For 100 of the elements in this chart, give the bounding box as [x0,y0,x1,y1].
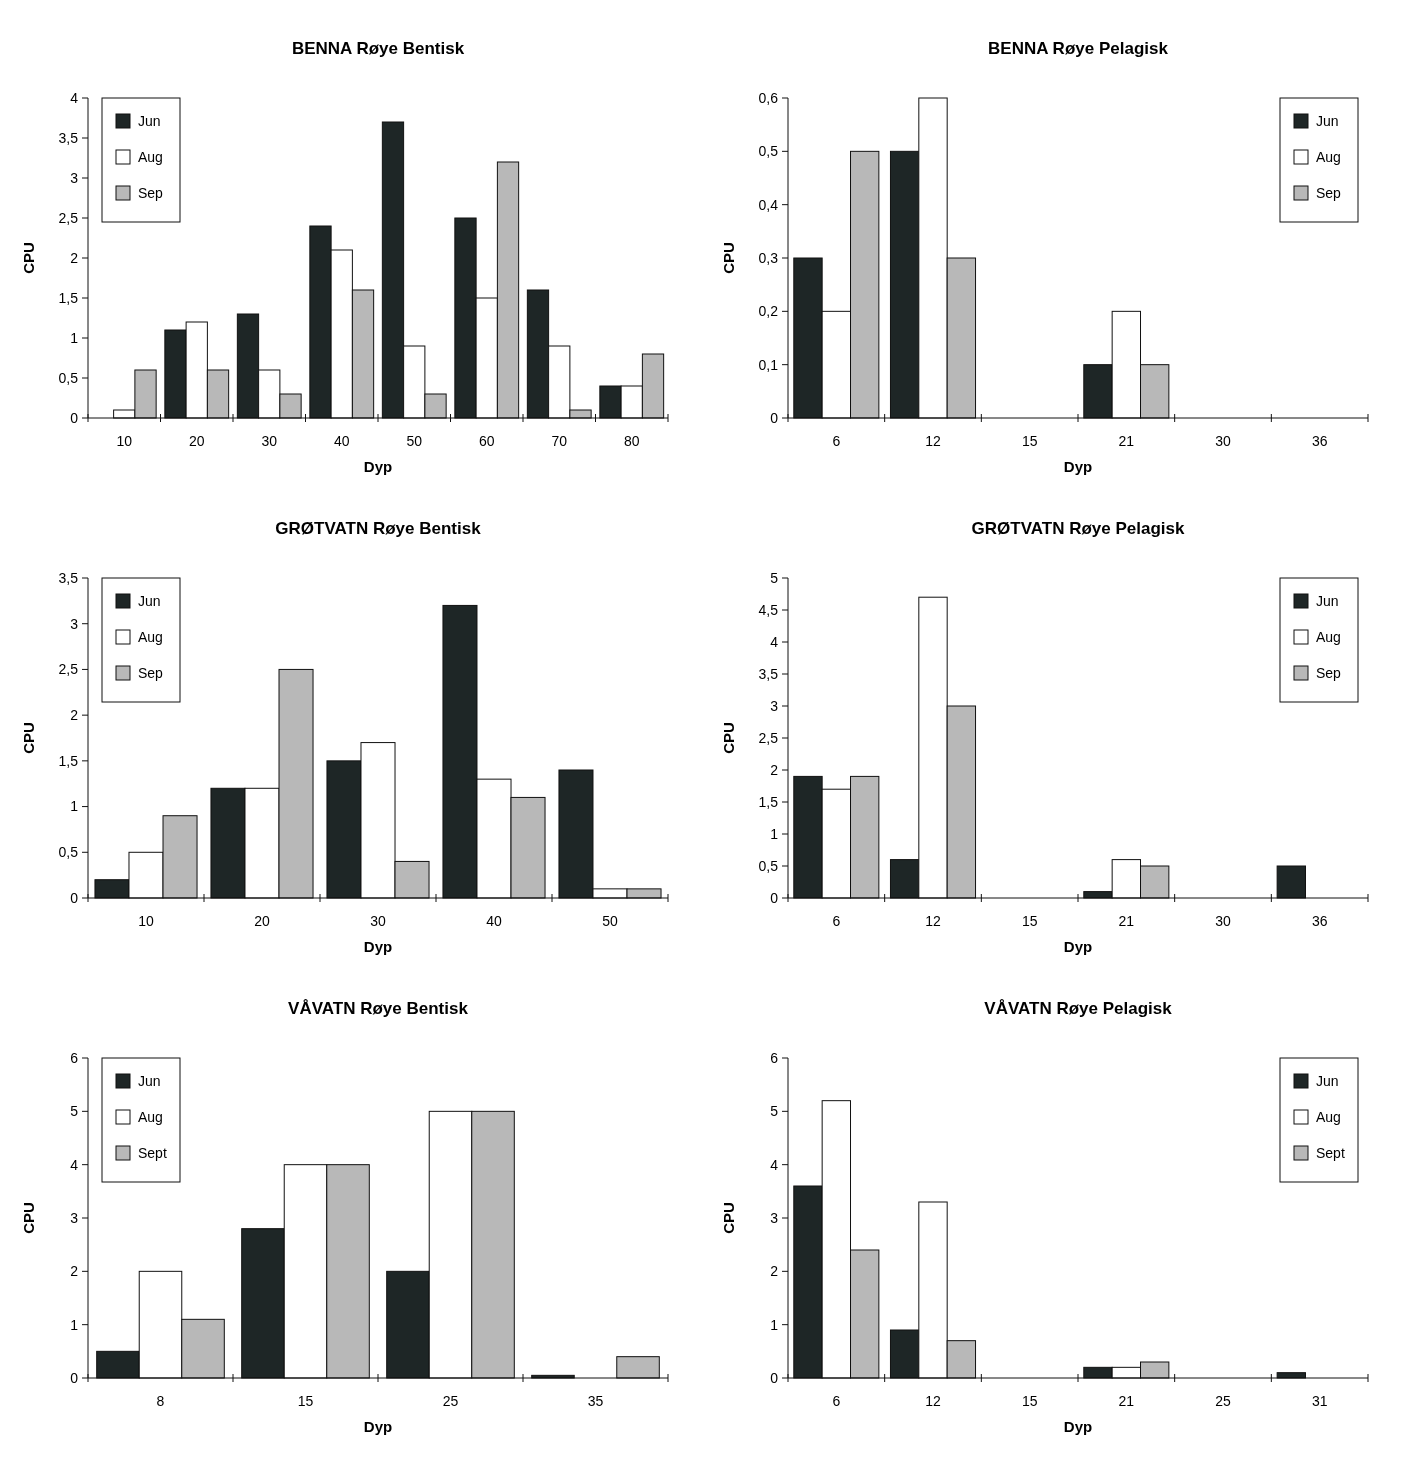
x-tick-label: 15 [1021,1393,1038,1409]
legend-label: Sep [1316,665,1342,681]
y-axis-title: CPU [20,722,37,754]
x-axis-title: Dyp [363,1418,393,1435]
y-axis-title: CPU [720,242,737,274]
x-tick-label: 35 [587,1393,604,1409]
x-tick-label: 21 [1118,913,1135,929]
y-tick-label: 6 [70,1049,79,1066]
x-tick-label: 10 [138,913,154,929]
y-tick-label: 0,5 [758,857,779,874]
y-tick-label: 2,5 [58,661,79,678]
chart-title: BENNA Røye Pelagisk [988,39,1169,58]
y-tick-label: 4 [70,1156,79,1173]
legend-label: Jun [1316,593,1339,609]
y-axis-title: CPU [720,1202,737,1234]
y-tick-label: 0 [770,889,779,906]
x-tick-label: 40 [486,913,502,929]
legend-label: Sept [1316,1145,1345,1161]
y-tick-label: 0 [70,409,79,426]
x-tick-label: 12 [925,433,941,449]
x-axis-title: Dyp [363,458,393,475]
y-tick-label: 1 [770,825,779,842]
y-tick-label: 3,5 [58,129,79,146]
chart-title: BENNA Røye Bentisk [291,39,465,58]
legend-label: Aug [1316,629,1341,645]
y-tick-label: 1,5 [758,793,779,810]
y-tick-label: 1,5 [58,752,79,769]
y-tick-label: 3,5 [58,569,79,586]
y-tick-label: 6 [770,1049,779,1066]
legend-label: Jun [138,593,161,609]
y-tick-label: 0,6 [758,89,779,106]
x-tick-label: 8 [156,1393,165,1409]
legend-label: Aug [1316,1109,1341,1125]
y-tick-label: 1,5 [58,289,79,306]
y-tick-label: 0,4 [758,196,779,213]
y-tick-label: 0 [770,409,779,426]
x-tick-label: 40 [333,433,350,449]
legend-label: Sept [138,1145,167,1161]
legend-label: Sep [1316,185,1342,201]
x-tick-label: 6 [832,433,841,449]
y-tick-label: 1 [70,798,79,815]
y-tick-label: 3 [70,615,79,632]
y-tick-label: 0 [70,889,79,906]
y-tick-label: 3 [70,1209,79,1226]
x-tick-label: 60 [478,433,495,449]
x-tick-label: 50 [406,433,423,449]
y-tick-label: 2 [70,707,79,724]
x-tick-label: 20 [188,433,205,449]
y-tick-label: 3 [770,697,779,714]
x-tick-label: 21 [1118,1393,1135,1409]
legend-label: Jun [138,113,161,129]
y-axis-title: CPU [20,1202,37,1234]
chart-title: GRØTVATN Røye Pelagisk [971,519,1185,538]
y-tick-label: 0,5 [58,844,79,861]
legend-label: Sep [138,665,164,681]
chart-title: VÅVATN Røye Bentisk [288,999,469,1018]
x-tick-label: 25 [1215,1393,1231,1409]
y-axis-title: CPU [720,722,737,754]
chart-title: GRØTVATN Røye Bentisk [275,519,482,538]
legend-label: Aug [138,1109,163,1125]
x-tick-label: 31 [1311,1393,1328,1409]
y-tick-label: 0,3 [758,249,779,266]
x-tick-label: 30 [370,913,386,929]
x-tick-label: 20 [254,913,270,929]
legend-label: Aug [138,629,163,645]
y-axis-title: CPU [20,242,37,274]
x-tick-label: 36 [1311,913,1328,929]
y-tick-label: 2 [770,761,779,778]
y-tick-label: 5 [770,1103,779,1120]
y-tick-label: 0,5 [58,369,79,386]
y-tick-label: 1 [70,1316,79,1333]
x-tick-label: 12 [925,1393,941,1409]
chart-title: VÅVATN Røye Pelagisk [984,999,1173,1018]
y-tick-label: 4 [770,1156,779,1173]
x-axis-title: Dyp [1063,458,1093,475]
y-tick-label: 5 [770,569,779,586]
y-tick-label: 0,5 [758,143,779,160]
y-tick-label: 0,2 [758,303,779,320]
y-tick-label: 2,5 [58,209,79,226]
legend-label: Sep [138,185,164,201]
x-tick-label: 12 [925,913,941,929]
y-tick-label: 4 [770,633,779,650]
y-tick-label: 3 [770,1209,779,1226]
x-tick-label: 30 [1215,433,1231,449]
x-tick-label: 10 [116,433,133,449]
y-tick-label: 2 [770,1263,779,1280]
x-tick-label: 15 [1021,433,1038,449]
y-tick-label: 4 [70,89,79,106]
legend-label: Aug [1316,149,1341,165]
y-tick-label: 2 [70,1263,79,1280]
x-tick-label: 50 [602,913,618,929]
y-tick-label: 0 [770,1369,779,1386]
x-axis-title: Dyp [363,938,393,955]
x-tick-label: 80 [623,433,640,449]
x-tick-label: 30 [1215,913,1231,929]
y-tick-label: 0,1 [758,356,779,373]
y-tick-label: 2 [70,249,79,266]
y-tick-label: 3,5 [758,665,779,682]
legend-label: Jun [1316,1073,1339,1089]
y-tick-label: 5 [70,1103,79,1120]
